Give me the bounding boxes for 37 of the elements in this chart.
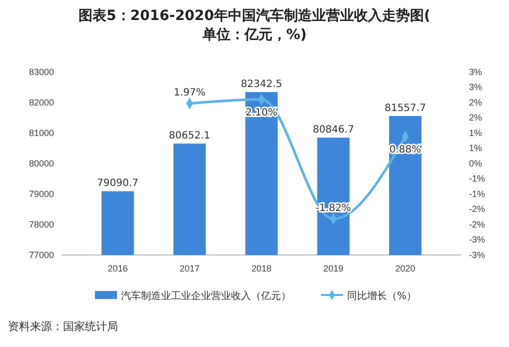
- data-label: 80846.7: [312, 124, 354, 136]
- y2-tick-label: -3%: [469, 250, 486, 260]
- y2-tick-label: -2%: [469, 204, 486, 214]
- y2-tick-label: -3%: [469, 234, 486, 245]
- data-label: 0.88%: [389, 144, 422, 156]
- text: 资料来源：国家统计局: [8, 320, 118, 333]
- y-tick-label: 83000: [28, 66, 54, 77]
- y-tick-label: 82000: [28, 97, 54, 108]
- y2-tick-label: 1%: [469, 128, 482, 138]
- y2-tick-label: 2%: [469, 112, 482, 123]
- y2-tick-label: 1%: [469, 143, 482, 154]
- x-tick-label: 2017: [180, 263, 200, 274]
- data-label: 81557.7: [384, 102, 426, 114]
- legend-label: 汽车制造业工业企业营业收入（亿元）: [121, 290, 291, 302]
- x-tick-label: 2018: [251, 263, 272, 274]
- data-label: 79090.7: [97, 178, 138, 190]
- x-tick-label: 2016: [108, 263, 128, 274]
- y2-tick-label: 3%: [469, 66, 482, 77]
- x-tick-label: 2019: [323, 263, 344, 274]
- data-label: 82342.5: [240, 79, 282, 90]
- y2-tick-label: 2%: [469, 97, 482, 108]
- y2-tick-label: 3%: [469, 82, 482, 92]
- y2-tick-label: -1%: [469, 188, 486, 199]
- y-tick-label: 79000: [28, 188, 54, 199]
- y-tick-label: 78000: [28, 219, 54, 230]
- y-tick-label: 80000: [28, 158, 54, 168]
- y2-tick-label: -2%: [469, 219, 486, 230]
- data-label: 1.97%: [174, 87, 206, 98]
- chart-title: 图表5：2016-2020年中国汽车制造业营业收入走势图(单位：亿元，%): [78, 7, 430, 43]
- y-tick-label: 77000: [28, 250, 54, 260]
- y-tick-label: 81000: [28, 128, 54, 138]
- data-label: 80652.1: [168, 130, 210, 142]
- y2-tick-label: -1%: [469, 174, 486, 184]
- legend-label: 同比增长（%）: [347, 290, 417, 302]
- data-label: 2.10%: [246, 107, 278, 118]
- y2-tick-label: 0%: [469, 158, 482, 168]
- x-tick-label: 2020: [395, 263, 416, 274]
